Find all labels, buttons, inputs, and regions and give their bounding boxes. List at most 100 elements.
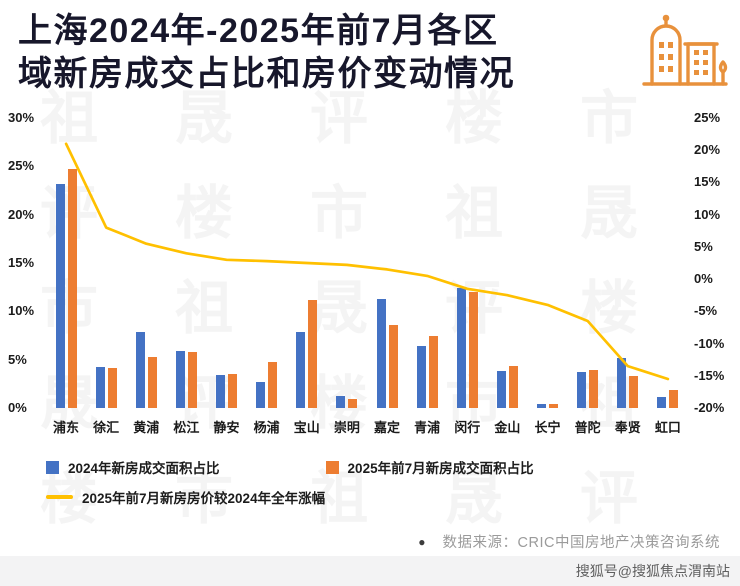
bar-2025 (228, 374, 238, 408)
left-axis-tick: 20% (8, 206, 35, 222)
bar-group (287, 118, 327, 408)
bar-group (327, 118, 367, 408)
bar-group (487, 118, 527, 408)
x-axis-label: 长宁 (534, 420, 561, 435)
right-axis-tick: -20% (694, 400, 725, 415)
bar-2025 (308, 299, 318, 408)
bars-layer (46, 118, 688, 408)
bar-group (207, 118, 247, 408)
x-axis-label: 虹口 (654, 420, 681, 435)
bar-group (568, 118, 608, 408)
bar-group (648, 118, 688, 408)
bar-2025 (268, 361, 278, 408)
x-axis-label: 静安 (213, 420, 240, 435)
bar-2024 (55, 183, 65, 408)
x-axis-label: 崇明 (333, 420, 360, 435)
bar-2024 (216, 375, 226, 408)
x-axis-label: 嘉定 (374, 420, 401, 435)
page-title-line1: 上海2024年-2025年前7月各区 (18, 12, 499, 50)
bar-2025 (187, 351, 197, 408)
left-axis-tick: 10% (8, 303, 35, 319)
bar-2025 (589, 370, 599, 408)
bar-2025 (67, 169, 77, 408)
bar-group (608, 118, 648, 408)
bar-2024 (496, 371, 506, 408)
bar-group (367, 118, 407, 408)
source-bullet-icon: ● (418, 535, 427, 549)
plot-area (46, 118, 688, 408)
price-change-line (64, 142, 670, 381)
source-text: 数据来源：CRIC中国房地产决策咨询系统 (442, 535, 720, 551)
bar-2025 (629, 376, 639, 408)
bar-2025 (428, 336, 438, 408)
x-axis-label: 宝山 (293, 420, 320, 435)
x-axis-label: 青浦 (414, 420, 441, 435)
bar-2025 (508, 366, 518, 408)
right-axis-tick: 0% (694, 271, 713, 287)
bar-group (247, 118, 287, 408)
legend-swatch-2025 (325, 460, 339, 474)
right-axis-tick: -15% (694, 367, 725, 383)
right-axis-tick: 10% (694, 206, 721, 222)
bar-group (46, 118, 86, 408)
bar-2024 (537, 404, 547, 408)
legend-label-2024: 2024年新房成交面积占比 (68, 461, 220, 476)
right-axis-tick: 25% (694, 110, 721, 125)
bar-2025 (549, 404, 559, 408)
bottom-bar: 搜狐号@搜狐焦点渭南站 (0, 556, 740, 586)
x-axis-label: 金山 (494, 420, 521, 435)
bar-group (86, 118, 126, 408)
building-icon (636, 8, 728, 97)
bar-group (126, 118, 166, 408)
bar-2025 (107, 368, 117, 408)
bar-2024 (657, 397, 667, 408)
left-axis-tick: 30% (8, 110, 35, 125)
left-axis-tick: 25% (8, 158, 35, 174)
legend: 2024年新房成交面积占比 2025年前7月新房成交面积占比 2025年前7月新… (46, 457, 732, 517)
left-axis-tick: 0% (8, 400, 27, 415)
bar-2025 (669, 389, 679, 408)
left-axis-tick: 5% (8, 351, 27, 367)
bar-group (447, 118, 487, 408)
left-axis: 30% 25% 20% 15% 10% 5% 0% (8, 110, 46, 415)
right-axis-tick: -10% (694, 335, 725, 351)
right-axis-tick: 15% (694, 174, 721, 190)
bar-2025 (348, 399, 358, 408)
x-axis-label: 杨浦 (253, 420, 280, 435)
bar-2024 (175, 350, 185, 408)
bar-2025 (147, 356, 157, 408)
x-axis-label: 闵行 (454, 420, 481, 435)
header: 上海2024年-2025年前7月各区 域新房成交占比和房价变动情况 (18, 10, 620, 96)
right-axis-tick: 20% (694, 142, 721, 158)
chart: 30% 25% 20% 15% 10% 5% 0% 25% 20% 15% 10% 5% 0% -5% -… (0, 104, 740, 456)
x-axis-label: 奉贤 (614, 420, 641, 435)
bar-group (528, 118, 568, 408)
legend-item-2025: 2025年前7月新房成交面积占比 (325, 457, 534, 477)
bar-2024 (95, 367, 105, 408)
legend-label-price-change: 2025年前7月新房房价较2024年全年涨幅 (82, 491, 326, 506)
bar-2024 (577, 372, 587, 408)
bar-2024 (416, 346, 426, 408)
bar-group (407, 118, 447, 408)
x-axis-label: 松江 (173, 420, 200, 435)
right-axis-tick: -5% (694, 303, 718, 319)
legend-row-2: 2025年前7月新房房价较2024年全年涨幅 (46, 487, 732, 507)
bar-2024 (135, 331, 145, 408)
bar-2024 (617, 357, 627, 408)
legend-item-price-change: 2025年前7月新房房价较2024年全年涨幅 (46, 487, 325, 507)
bar-2024 (376, 298, 386, 408)
x-axis: 浦东 徐汇 黄浦 松江 静安 杨浦 宝山 崇明 嘉定 青浦 闵行 金山 长宁 普陀 奉贤 虹口 (46, 417, 688, 447)
legend-item-2024: 2024年新房成交面积占比 (46, 457, 220, 477)
legend-line-swatch (46, 495, 73, 499)
right-axis-tick: 5% (694, 238, 713, 254)
bar-2024 (456, 288, 466, 408)
bar-group (166, 118, 206, 408)
bar-2024 (296, 331, 306, 408)
x-axis-label: 徐汇 (93, 420, 120, 435)
legend-row-1: 2024年新房成交面积占比 2025年前7月新房成交面积占比 (46, 457, 732, 477)
bar-2024 (336, 396, 346, 408)
bar-2025 (388, 324, 398, 408)
left-axis-tick: 15% (8, 255, 35, 270)
legend-swatch-2024 (46, 460, 59, 474)
